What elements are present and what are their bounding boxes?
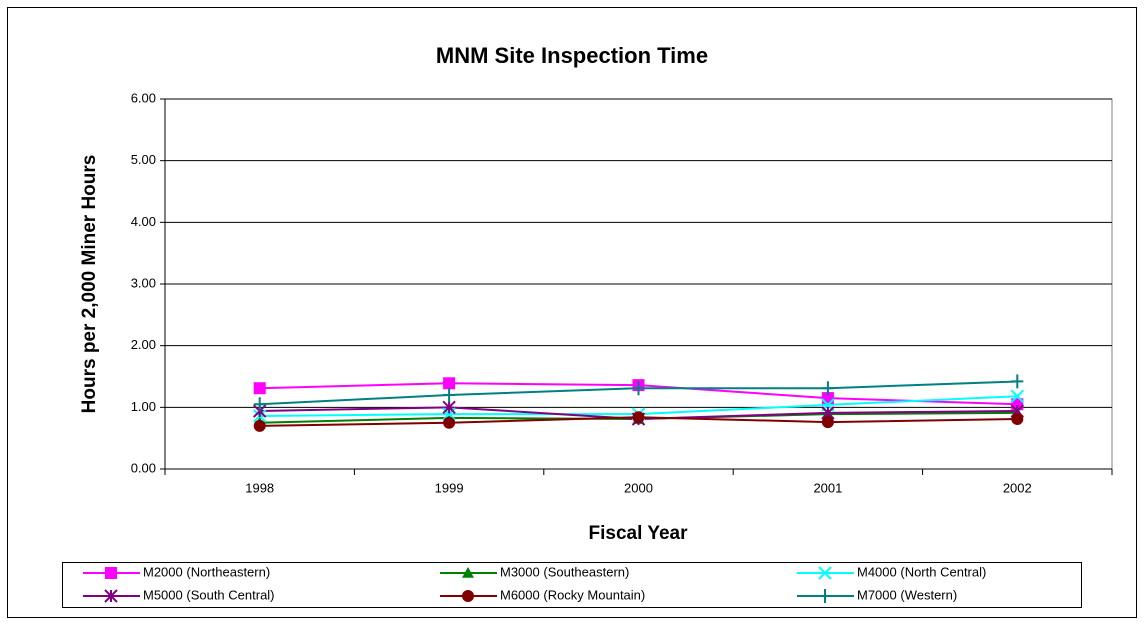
data-point [632,381,645,396]
x-axis-label: Fiscal Year [589,523,689,544]
y-tick-label: 6.00 [131,90,156,105]
legend-label: M5000 (South Central) [143,587,275,602]
y-tick-label: 1.00 [131,399,156,414]
x-tick-label: 2002 [1003,480,1032,495]
legend-marker [818,566,832,580]
data-point [443,416,456,429]
x-tick-label: 1999 [435,480,464,495]
x-tick-label: 2000 [624,480,653,495]
legend [62,562,1082,608]
chart-title: MNM Site Inspection Time [436,43,708,68]
x-tick-label: 1998 [245,480,274,495]
legend-label: M2000 (Northeastern) [143,564,270,579]
legend-label: M7000 (Western) [857,587,957,602]
y-axis-label: Hours per 2,000 Miner Hours [79,155,100,414]
data-point [253,419,266,432]
data-point [1011,413,1024,426]
legend-marker [462,590,474,602]
legend-label: M6000 (Rocky Mountain) [500,587,645,602]
data-point [442,400,456,415]
data-point [443,388,456,402]
y-tick-label: 0.00 [131,460,156,475]
data-point [1011,374,1024,389]
x-tick-label: 2001 [813,480,842,495]
legend-marker [105,567,117,579]
data-point [821,416,834,429]
y-tick-label: 3.00 [131,275,156,290]
legend-label: M3000 (Southeastern) [500,564,629,579]
data-point [253,397,266,412]
y-tick-label: 5.00 [131,152,156,167]
data-point [443,377,456,390]
y-tick-label: 4.00 [131,214,156,229]
legend-marker [462,567,474,578]
legend-marker [104,589,118,603]
data-point [253,382,266,395]
data-point [632,411,645,424]
legend-marker [819,589,831,603]
data-point [821,381,834,396]
y-tick-label: 2.00 [131,337,156,352]
legend-label: M4000 (North Central) [857,564,986,579]
data-point [1010,389,1025,403]
